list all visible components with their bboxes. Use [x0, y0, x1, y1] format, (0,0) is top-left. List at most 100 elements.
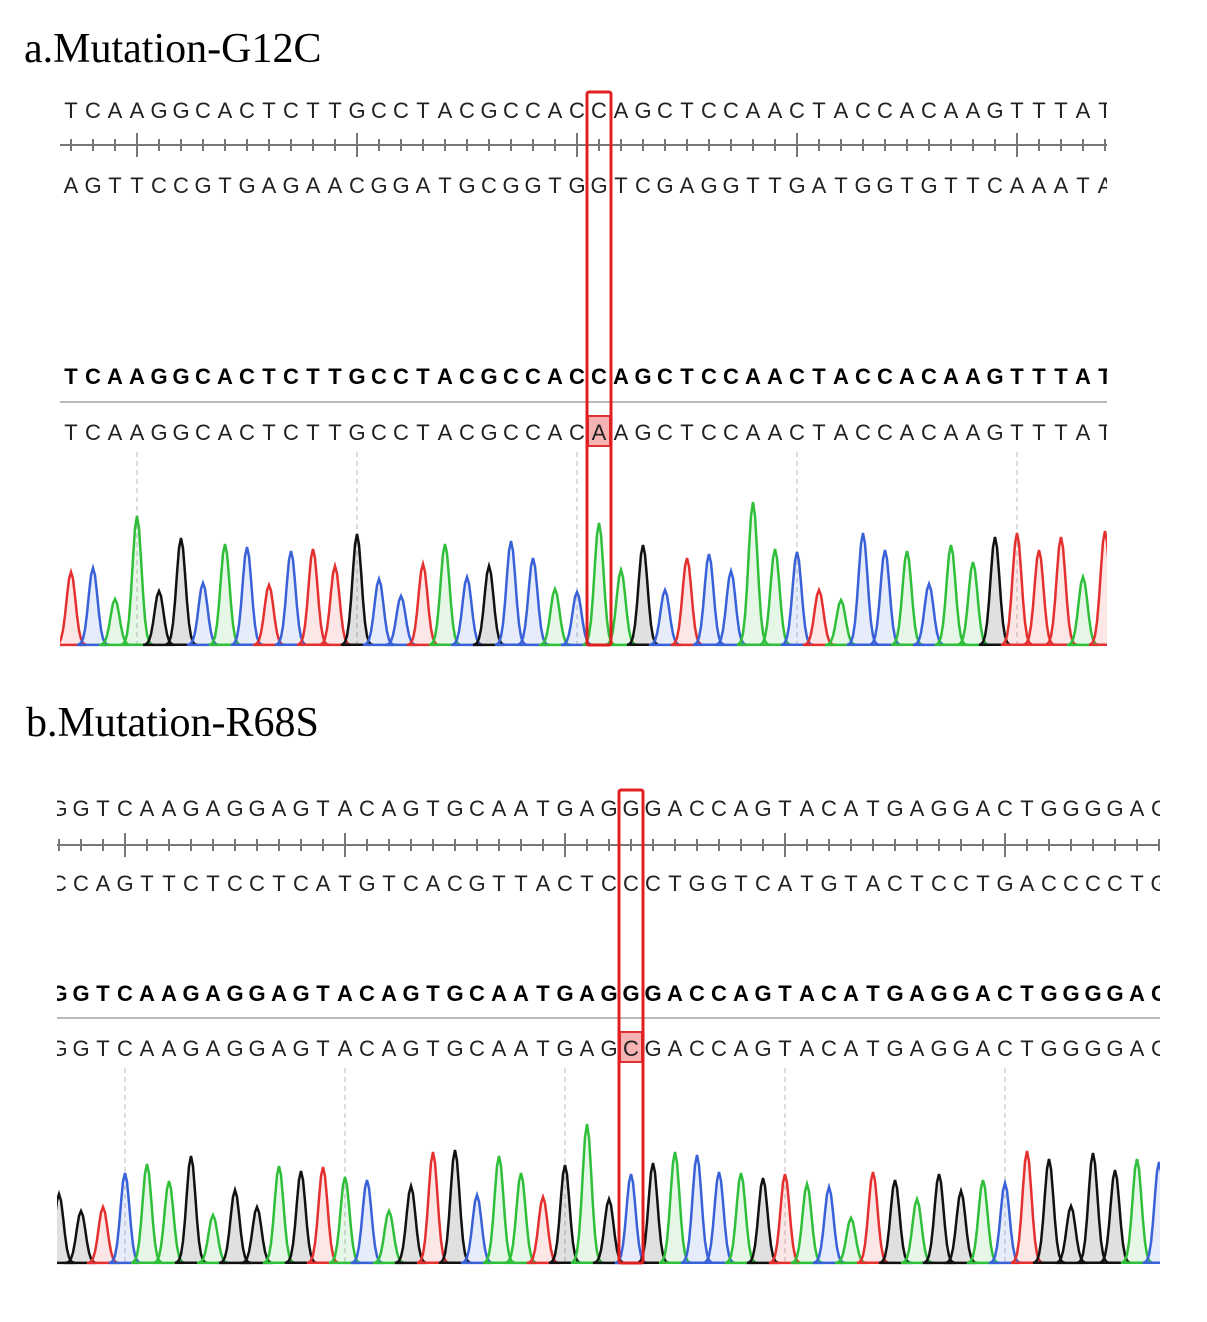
base-letter: A — [96, 871, 111, 896]
base-letter: A — [205, 981, 221, 1006]
base-letter: G — [754, 796, 771, 821]
base-letter: C — [469, 796, 485, 821]
trace-peak — [218, 1185, 252, 1265]
base-letter: T — [1076, 173, 1089, 198]
base-letter: A — [491, 981, 507, 1006]
trace-peak — [262, 1165, 296, 1265]
base-letter: C — [117, 981, 133, 1006]
base-letter: A — [548, 98, 563, 123]
base-letter: A — [976, 796, 991, 821]
base-letter: G — [50, 981, 67, 1006]
base-letter: T — [328, 420, 341, 445]
base-letter: C — [689, 1036, 705, 1061]
base-letter: T — [306, 364, 320, 389]
trace-peak — [724, 1172, 758, 1265]
base-letter: G — [930, 796, 947, 821]
trace-peak — [1000, 532, 1034, 647]
base-letter: C — [73, 871, 89, 896]
trace-peak — [922, 1173, 956, 1265]
trace-peak — [120, 515, 154, 647]
base-letter: C — [239, 98, 255, 123]
base-letter: A — [306, 173, 321, 198]
base-letter: T — [306, 420, 319, 445]
base-letter: G — [622, 796, 639, 821]
base-letter: T — [64, 364, 78, 389]
base-letter: T — [316, 981, 330, 1006]
base-letter: A — [547, 364, 563, 389]
trace-peak — [64, 1207, 98, 1265]
base-letter: G — [722, 173, 739, 198]
base-letter: T — [416, 420, 429, 445]
trace-peak — [494, 540, 528, 647]
base-letter: C — [997, 796, 1013, 821]
base-letter: C — [525, 420, 541, 445]
base-letter: A — [438, 98, 453, 123]
base-letter: C — [239, 364, 255, 389]
base-letter: G — [524, 173, 541, 198]
base-letter: T — [64, 420, 77, 445]
base-letter: T — [64, 98, 77, 123]
base-letter: G — [116, 871, 133, 896]
base-letter: C — [723, 364, 739, 389]
base-letter: G — [886, 981, 903, 1006]
base-letter: C — [569, 364, 585, 389]
trace-peak — [394, 1181, 428, 1265]
base-letter: T — [108, 173, 121, 198]
trace-peak — [702, 1171, 736, 1265]
trace-peak — [900, 1194, 934, 1265]
trace-peak — [328, 1176, 362, 1265]
trace-peak — [472, 561, 506, 647]
base-letter: C — [1107, 871, 1123, 896]
base-letter: A — [161, 981, 177, 1006]
base-letter: T — [1010, 98, 1023, 123]
base-letter: G — [754, 1036, 771, 1061]
base-letter: C — [51, 871, 67, 896]
base-letter: T — [1054, 420, 1067, 445]
trace-peak — [1142, 1161, 1160, 1265]
base-letter: A — [668, 1036, 683, 1061]
base-letter: T — [262, 98, 275, 123]
base-letter: G — [72, 796, 89, 821]
trace-peak — [1120, 1158, 1154, 1265]
trace-peak — [988, 1178, 1022, 1265]
base-letter: A — [944, 98, 959, 123]
base-letter: A — [381, 981, 397, 1006]
base-letter: A — [140, 796, 155, 821]
base-letter: A — [843, 981, 859, 1006]
base-letter: A — [834, 420, 849, 445]
base-letter: A — [130, 98, 145, 123]
base-letter: T — [1020, 981, 1034, 1006]
base-letter: C — [623, 1036, 639, 1061]
base-letter: G — [556, 796, 573, 821]
base-letter: A — [548, 420, 563, 445]
base-letter: A — [140, 1036, 155, 1061]
base-letter: G — [248, 1036, 265, 1061]
base-letter: G — [1062, 796, 1079, 821]
trace-peak — [1044, 536, 1078, 647]
base-letter: T — [834, 173, 847, 198]
trace-peak — [186, 579, 220, 647]
base-letter: G — [248, 796, 265, 821]
panel-title: b.Mutation-R68S — [26, 700, 319, 746]
base-letter: C — [689, 796, 705, 821]
base-letter: A — [382, 796, 397, 821]
base-letter: G — [194, 173, 211, 198]
base-letter: T — [262, 420, 275, 445]
base-letter: C — [953, 871, 969, 896]
base-letter: C — [877, 364, 893, 389]
trace-peak — [438, 1149, 472, 1265]
base-letter: T — [680, 364, 694, 389]
base-letter: T — [536, 981, 550, 1006]
base-letter: A — [734, 1036, 749, 1061]
base-letter: A — [966, 98, 981, 123]
base-letter: C — [459, 98, 475, 123]
base-letter: A — [217, 364, 233, 389]
base-letter: T — [614, 173, 627, 198]
trace-peak — [978, 536, 1012, 647]
base-letter: T — [778, 796, 791, 821]
base-letter: C — [393, 420, 409, 445]
base-letter: G — [446, 796, 463, 821]
base-letter: T — [262, 364, 276, 389]
base-letter: A — [492, 1036, 507, 1061]
